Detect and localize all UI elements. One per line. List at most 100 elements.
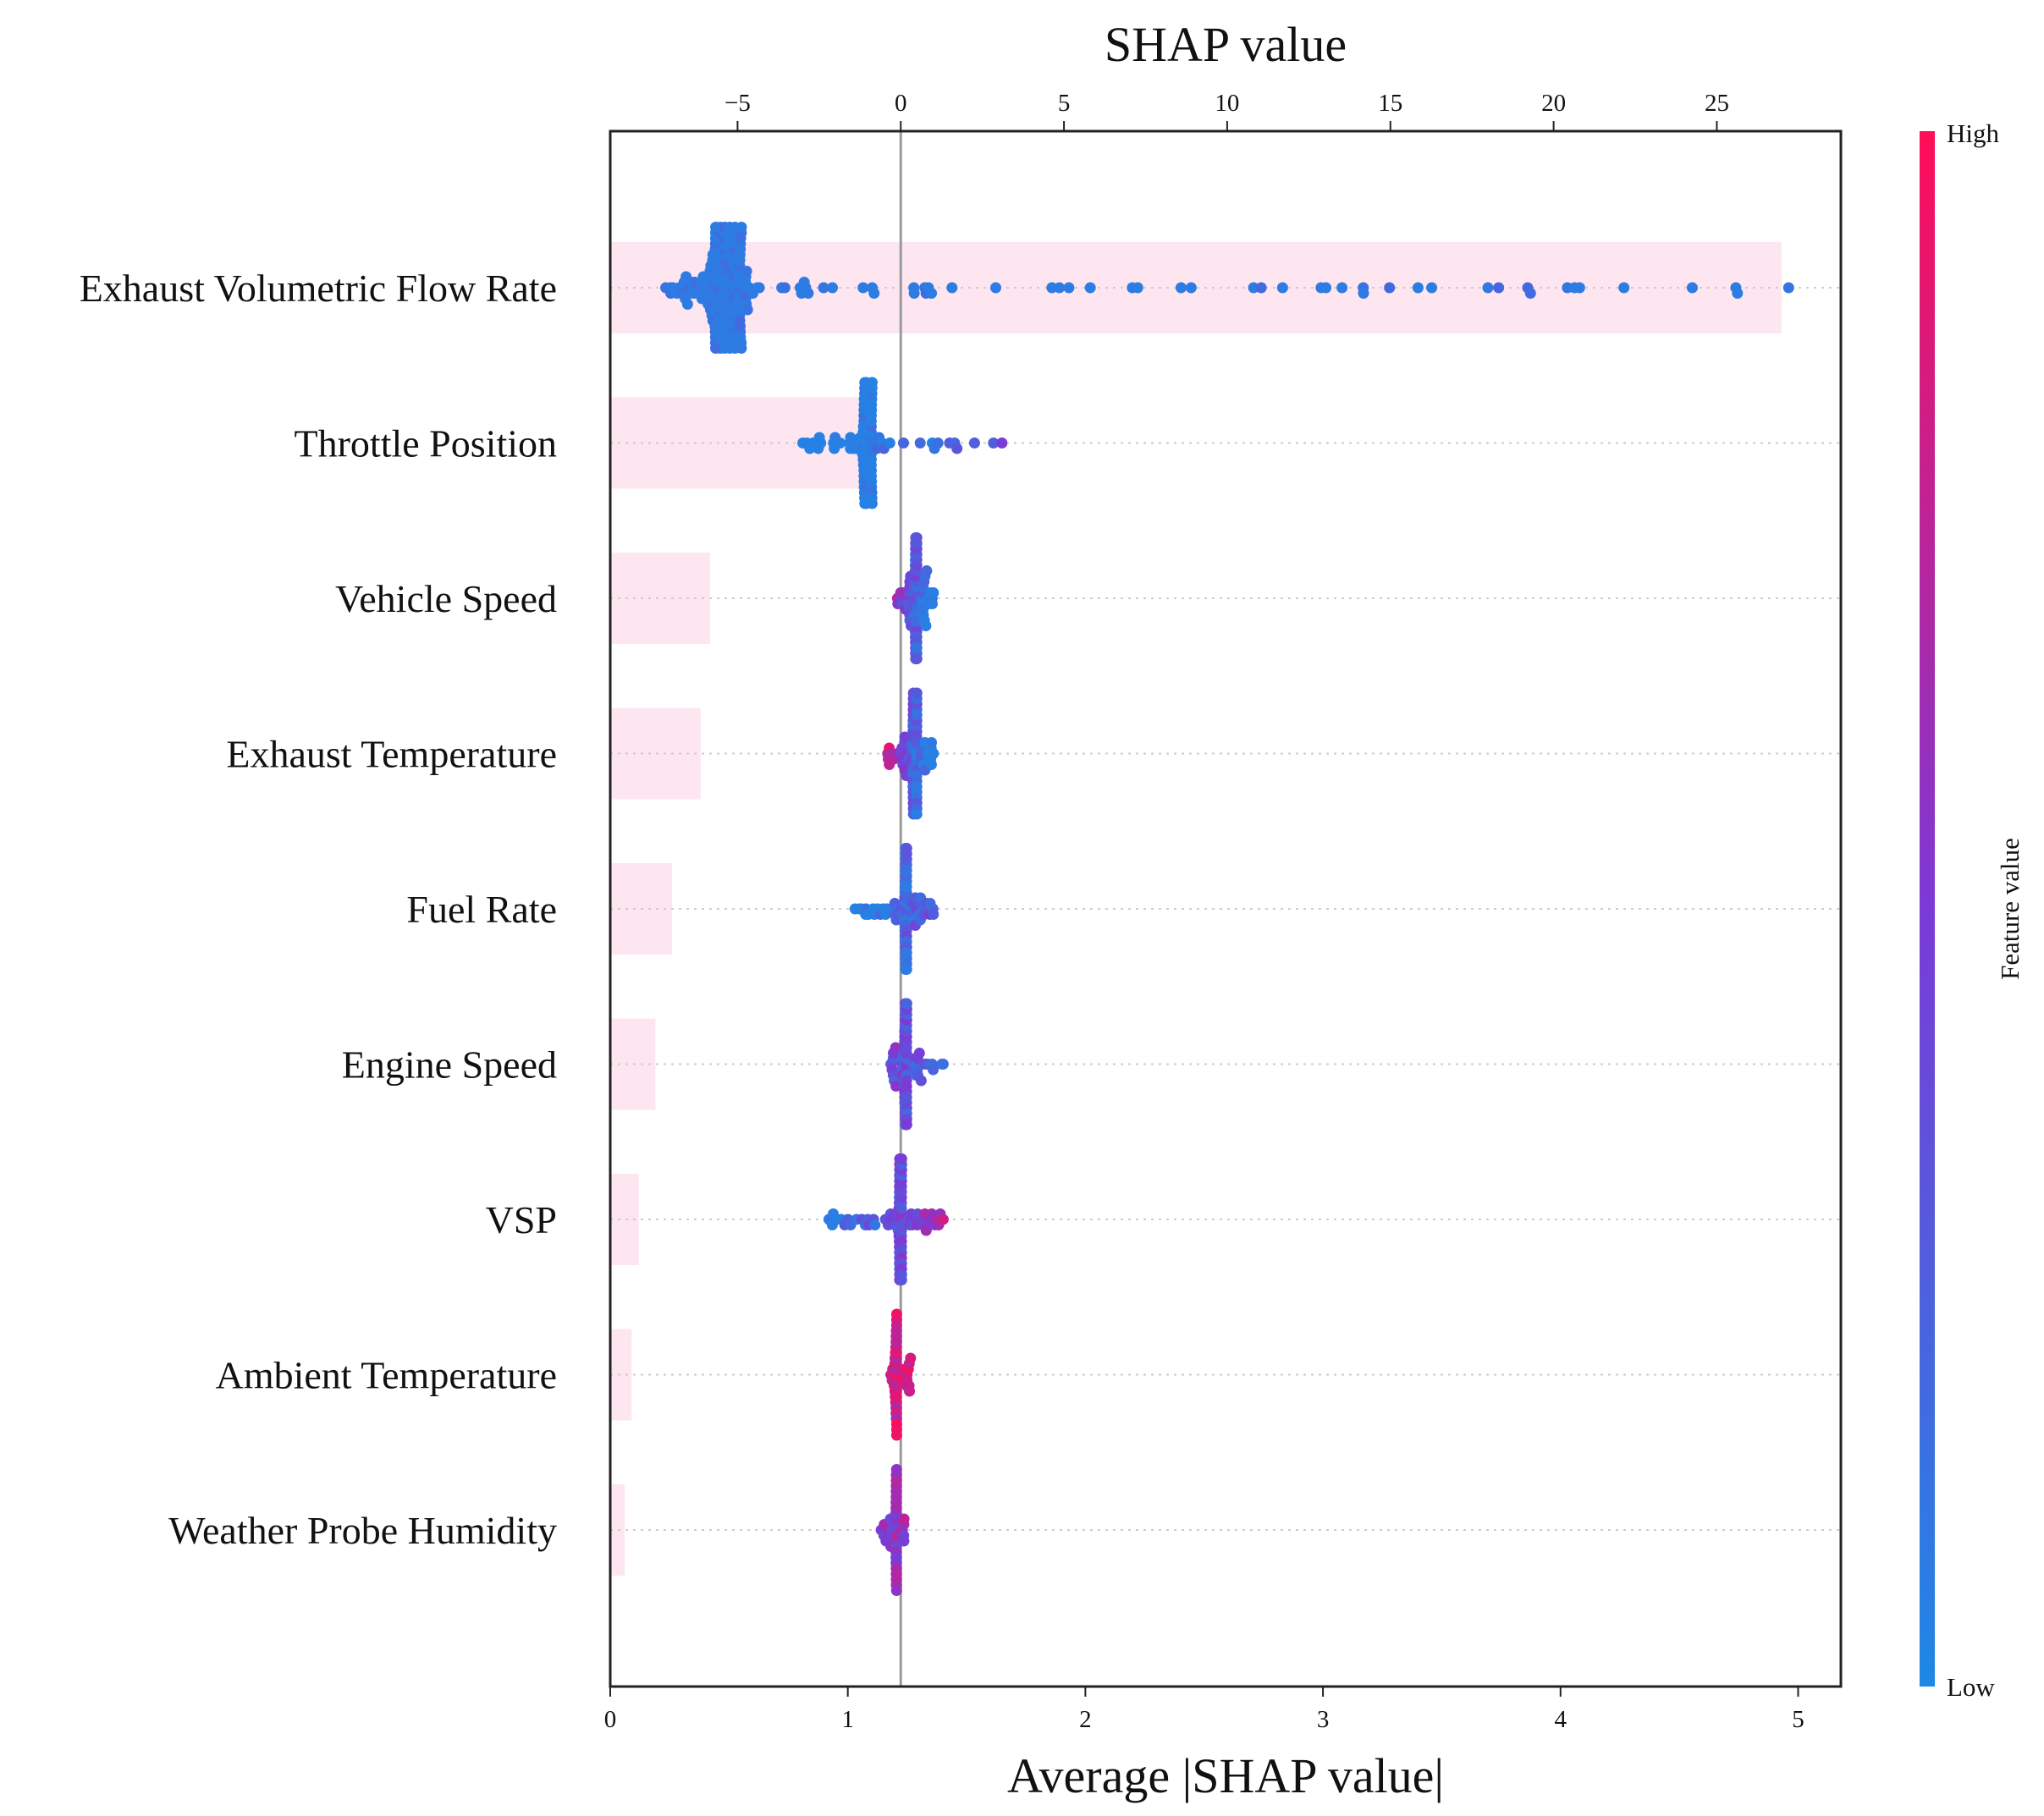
shap-point [926,737,938,748]
shap-point [890,1042,901,1054]
top-axis-title: SHAP value [1105,17,1347,72]
shap-point [897,437,909,448]
feature-label: Exhaust Temperature [226,733,557,776]
shap-point [898,1535,910,1547]
shap-point [990,282,1002,294]
shap-point [911,653,923,664]
feature-label: Fuel Rate [406,888,557,931]
shap-point [915,1075,927,1087]
shap-point [1054,282,1066,294]
shap-point [928,748,939,759]
shap-point [921,565,933,576]
shap-point [890,1308,902,1320]
shap-point [1336,282,1348,294]
shap-point [1573,282,1585,294]
shap-point [1132,282,1143,294]
shap-point [866,377,878,388]
shap-point [937,1059,949,1070]
shap-point [890,1429,902,1441]
shap-point [890,1585,902,1596]
shap-point [779,282,791,294]
shap-point [932,437,944,448]
shap-point [911,808,923,820]
top-tick-label: 5 [1058,90,1071,117]
top-tick-label: 10 [1215,90,1239,117]
shap-point [928,587,939,598]
feature-labels: Exhaust Volumetric Flow Rate Throttle Pos… [80,267,557,1552]
bottom-tick-label: 4 [1555,1706,1567,1733]
shap-point [996,437,1008,448]
shap-point [1063,282,1075,294]
shap-point [911,532,923,543]
shap-point [890,1081,902,1092]
mean-abs-bar [610,707,701,800]
shap-point [802,288,814,299]
shap-point [1686,282,1698,294]
shap-point [1276,282,1288,294]
mean-abs-bar [610,1018,656,1110]
shap-point [928,909,939,920]
feature-label: VSP [486,1198,557,1241]
feature-label: Weather Probe Humidity [168,1509,557,1552]
shap-point [1482,282,1494,294]
shap-point [895,1274,907,1285]
feature-label: Engine Speed [342,1043,557,1087]
shap-point [988,437,1000,448]
shap-point [1248,282,1259,294]
bottom-tick-label: 5 [1792,1706,1804,1733]
shap-point [1782,282,1794,294]
top-tick-label: 15 [1378,90,1402,117]
bottom-tick-label: 0 [604,1706,617,1733]
shap-point [1412,282,1424,294]
shap-point [1358,288,1369,299]
shap-point [926,598,938,609]
shap-point [920,620,932,631]
shap-point [1732,288,1744,299]
top-tick-label: 20 [1541,90,1566,117]
shap-point [884,437,895,448]
shap-point [1426,282,1438,294]
shap-point [937,1213,949,1225]
shap-point [914,437,926,448]
shap-point [1493,282,1505,294]
shap-point [815,437,827,448]
feature-label: Ambient Temperature [216,1354,557,1397]
shap-point [925,759,937,770]
shap-point [908,288,920,299]
shap-point [946,282,958,294]
shap-point [926,288,938,299]
shap-point [899,731,911,743]
bottom-tick-label: 2 [1079,1706,1092,1733]
mean-abs-bar [610,1329,632,1421]
shap-point [898,1513,910,1525]
shap-point [1175,282,1187,294]
plot-frame [609,129,1843,1688]
shap-point [901,998,912,1010]
shap-point [741,266,752,277]
shap-point [890,1464,902,1475]
shap-point [736,343,747,354]
shap-point [901,964,912,975]
shap-point [901,843,912,854]
shap-point [905,1352,917,1364]
shap-point [753,282,765,294]
shap-point [1524,288,1536,299]
shap-point [968,437,980,448]
top-tick-label: 25 [1705,90,1729,117]
feature-label: Exhaust Volumetric Flow Rate [80,267,557,310]
shap-point [901,1119,912,1131]
bottom-axis-mean-abs: 0 1 2 3 4 5 [604,1687,1804,1733]
colorbar-low-label: Low [1947,1672,1995,1702]
shap-point [1084,282,1096,294]
top-tick-label: −5 [724,90,751,117]
shap-point [869,1219,881,1230]
top-axis-shap: −5 0 5 10 15 20 25 [724,90,1729,131]
shap-point [895,1153,907,1164]
shap-point [835,437,846,448]
shap-point [913,1048,925,1059]
shap-point [1618,282,1630,294]
shap-point [1384,282,1396,294]
bottom-tick-label: 1 [841,1706,854,1733]
feature-label: Vehicle Speed [335,577,557,620]
